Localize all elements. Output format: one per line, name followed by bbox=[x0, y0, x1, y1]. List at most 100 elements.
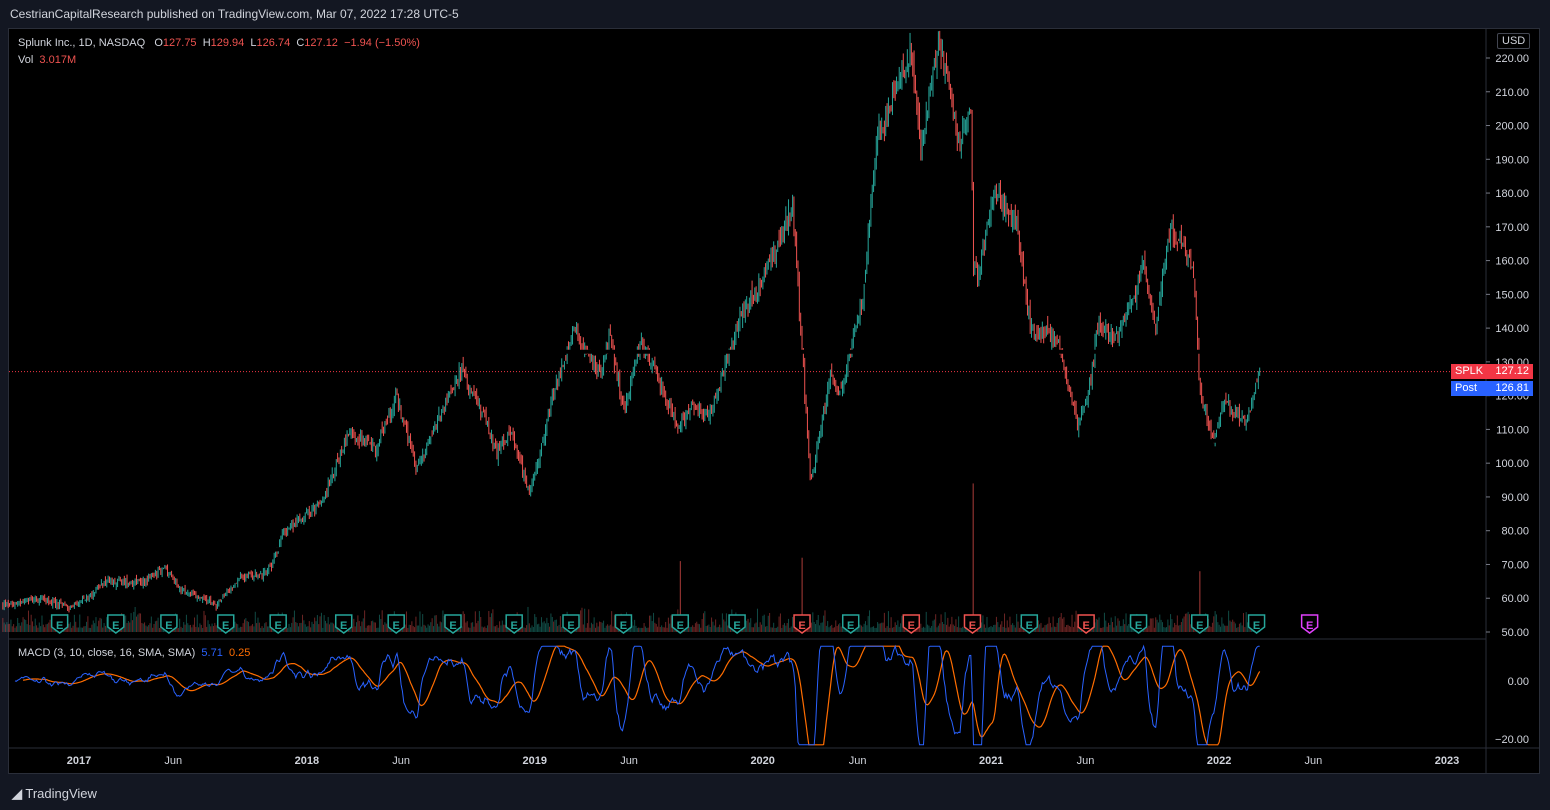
volume-bar bbox=[424, 625, 426, 632]
volume-bar bbox=[239, 626, 241, 632]
volume-bar bbox=[25, 619, 27, 632]
volume-bar bbox=[825, 625, 827, 632]
volume-bar bbox=[700, 627, 702, 632]
volume-bar bbox=[586, 623, 588, 632]
volume-bar bbox=[655, 623, 657, 632]
volume-bar bbox=[611, 611, 613, 632]
volume-bar bbox=[813, 621, 815, 632]
volume-bar bbox=[520, 626, 522, 632]
volume-bar bbox=[1071, 614, 1073, 632]
price-tick-label: 220.00 bbox=[1495, 53, 1529, 65]
volume-bar bbox=[33, 626, 35, 632]
volume-bar bbox=[1070, 626, 1072, 632]
volume-bar bbox=[886, 626, 888, 632]
volume-bar bbox=[1187, 611, 1189, 632]
volume-bar bbox=[1126, 625, 1128, 632]
volume-bar bbox=[243, 619, 245, 632]
volume-bar bbox=[686, 627, 688, 632]
volume-bar bbox=[1098, 617, 1100, 632]
volume-bar bbox=[774, 627, 776, 632]
footer: ◢ TradingView bbox=[0, 776, 1550, 810]
volume-bar bbox=[1020, 624, 1022, 632]
volume-bar bbox=[154, 621, 156, 632]
volume-bar bbox=[1170, 614, 1172, 632]
volume-bar bbox=[256, 623, 258, 632]
volume-bar bbox=[1183, 616, 1185, 632]
volume-bar bbox=[6, 622, 8, 632]
volume-bar bbox=[782, 624, 784, 632]
volume-bar bbox=[634, 619, 636, 632]
volume-bar bbox=[945, 624, 947, 632]
volume-bar bbox=[102, 627, 104, 632]
volume-bar bbox=[927, 624, 929, 632]
earnings-badge bbox=[160, 614, 178, 634]
earnings-label: E bbox=[1253, 620, 1260, 632]
volume-bar bbox=[248, 621, 250, 632]
volume-bar bbox=[607, 624, 609, 632]
volume-bar bbox=[384, 622, 386, 632]
volume-bar bbox=[666, 627, 668, 632]
volume-bar bbox=[1217, 622, 1219, 632]
volume-bar bbox=[1125, 613, 1127, 632]
volume-bar bbox=[383, 624, 385, 632]
volume-bar bbox=[1157, 622, 1159, 632]
volume-bar bbox=[600, 621, 602, 632]
tradingview-logo[interactable]: ◢ TradingView bbox=[12, 786, 97, 802]
low-label: L bbox=[250, 37, 257, 49]
symbol-title[interactable]: Splunk Inc., 1D, NASDAQ bbox=[18, 37, 146, 49]
volume-bar bbox=[1049, 623, 1051, 632]
volume-bar bbox=[373, 622, 375, 632]
volume-bar bbox=[526, 625, 528, 632]
volume-bar bbox=[601, 622, 603, 632]
volume-bar bbox=[744, 627, 746, 632]
volume-bar bbox=[261, 626, 263, 632]
currency-button[interactable]: USD bbox=[1497, 33, 1531, 49]
volume-spike bbox=[972, 483, 974, 632]
chart-frame[interactable] bbox=[8, 28, 1540, 774]
volume-bar bbox=[1014, 627, 1016, 632]
volume-bar bbox=[404, 624, 406, 632]
volume-bar bbox=[1242, 613, 1244, 632]
volume-bar bbox=[559, 616, 561, 632]
macd-label[interactable]: MACD (3, 10, close, 16, SMA, SMA) bbox=[18, 647, 196, 659]
volume-bar bbox=[692, 625, 694, 632]
volume-bar bbox=[951, 616, 953, 632]
time-tick-label: 2022 bbox=[1207, 755, 1231, 767]
volume-bar bbox=[72, 625, 74, 632]
earnings-label: E bbox=[969, 620, 976, 632]
volume-bar bbox=[249, 626, 251, 632]
volume-bar bbox=[94, 623, 96, 632]
volume-bar bbox=[815, 623, 817, 632]
volume-bar bbox=[199, 623, 201, 632]
volume-bar bbox=[1018, 627, 1020, 632]
volume-bar bbox=[827, 621, 829, 632]
change-value: −1.94 (−1.50%) bbox=[344, 37, 420, 49]
low-value: 126.74 bbox=[256, 37, 291, 49]
volume-bar bbox=[653, 612, 655, 632]
volume-bar bbox=[534, 614, 536, 632]
volume-bar bbox=[1233, 621, 1235, 632]
volume-bar bbox=[636, 627, 638, 632]
volume-bar bbox=[725, 613, 727, 632]
volume-bar bbox=[134, 606, 136, 632]
volume-bar bbox=[133, 611, 135, 632]
volume-bar bbox=[1234, 623, 1236, 632]
volume-bar bbox=[266, 626, 268, 632]
volume-bar bbox=[1043, 627, 1045, 632]
volume-bar bbox=[297, 626, 299, 632]
volume-bar bbox=[38, 622, 40, 632]
earnings-label: E bbox=[567, 620, 574, 632]
volume-bar bbox=[928, 625, 930, 632]
time-tick-label: Jun bbox=[1077, 755, 1095, 767]
volume-bar bbox=[86, 621, 88, 632]
volume-bar bbox=[1060, 612, 1062, 632]
volume-bar bbox=[1164, 627, 1166, 632]
volume-bar bbox=[883, 612, 885, 632]
volume-bar bbox=[1179, 624, 1181, 632]
volume-bar bbox=[1229, 620, 1231, 632]
volume-bar bbox=[1052, 616, 1054, 632]
volume-bar bbox=[1176, 615, 1178, 632]
volume-bar bbox=[947, 617, 949, 632]
trendline-support bbox=[146, 430, 1285, 567]
